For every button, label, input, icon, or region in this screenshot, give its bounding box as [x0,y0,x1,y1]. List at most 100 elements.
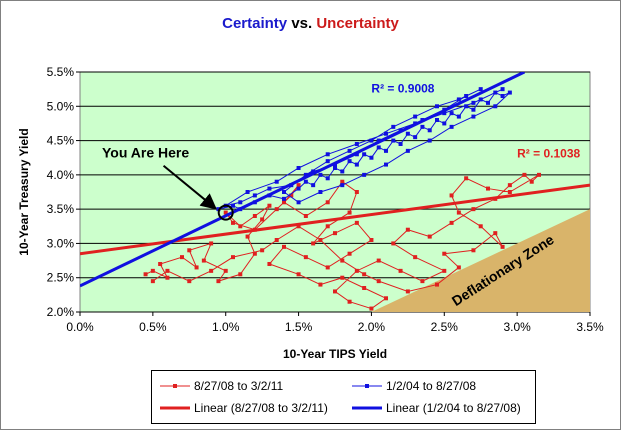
data-point [325,152,330,157]
data-point [391,138,396,143]
data-point [158,262,163,266]
x-tick-label: 2.5% [431,320,459,334]
data-point [442,251,447,256]
data-point [296,200,301,205]
trendline-2 [80,183,590,256]
data-point [296,166,301,170]
data-point [507,190,512,194]
y-tick-label: 5.5% [47,65,75,79]
y-tick-label: 3.5% [47,202,75,216]
data-point [493,104,498,109]
data-point [340,275,345,280]
data-point [252,251,257,256]
data-point [435,282,439,287]
data-point [347,159,352,164]
data-point [449,220,454,225]
title-certainty: Certainty [222,15,288,32]
data-point [201,258,206,263]
data-point [216,279,221,284]
data-point [398,268,403,273]
data-point [282,244,286,249]
data-point [194,265,199,270]
data-point [456,114,461,119]
data-point [413,114,418,119]
data-point [507,183,512,188]
data-point [427,234,432,239]
x-tick-label: 2.0% [358,320,386,334]
data-point [376,145,381,150]
data-point [187,248,192,253]
legend-label-blue-series: 1/2/04 to 8/27/08 [386,379,477,393]
data-point [340,169,345,174]
data-point [537,172,541,177]
data-point [478,87,483,92]
data-point [238,224,243,229]
data-point [493,90,498,95]
data-point [282,196,286,201]
x-tick-label: 1.0% [212,320,240,334]
data-point [391,124,396,129]
data-point [354,268,359,273]
you-are-here-circle [217,204,234,221]
data-point [362,286,367,290]
data-point [150,279,155,284]
data-point [354,142,359,146]
data-point [427,138,432,143]
data-point [318,172,323,177]
data-point [303,255,308,260]
y-axis-label: 10-Year Treasury Yield [17,128,31,255]
data-point [347,148,352,153]
data-point [413,135,418,140]
data-point [209,268,214,273]
data-point [165,268,170,273]
y-tick-label: 2.0% [47,305,75,319]
data-point [325,159,330,164]
data-point [369,306,374,311]
data-point [333,231,337,236]
chart-legend: 8/27/08 to 3/2/11 1/2/04 to 8/27/08 Line… [151,370,536,424]
trendline-3 [80,72,526,288]
data-point [252,214,257,218]
data-point [231,255,235,260]
data-point [333,166,337,170]
data-point [325,200,330,205]
data-point [529,179,534,184]
x-tick-label: 0.0% [66,320,94,334]
title-uncertainty: Uncertainty [316,15,399,32]
data-point [369,138,374,143]
data-point [340,258,345,263]
data-point [435,104,439,109]
data-point [486,100,490,105]
x-tick-label: 0.5% [139,320,167,334]
data-point [456,265,461,270]
data-point [296,224,301,229]
data-point [471,207,476,212]
data-point [274,179,279,184]
you-are-here-label: You Are Here [102,145,189,161]
chart-title: Certainty vs. Uncertainty [0,15,621,32]
data-point [318,190,323,194]
data-point [471,107,476,112]
data-point [442,111,447,116]
data-point [435,118,439,122]
data-point [282,190,286,194]
data-point [486,186,490,191]
data-point [456,210,461,215]
data-point [405,131,410,136]
data-point [143,272,148,277]
data-point [471,100,476,105]
data-point [245,190,250,194]
data-point [231,220,235,225]
data-point [260,217,265,222]
data-point [260,248,265,253]
data-point [303,214,308,218]
data-point [318,238,323,242]
data-point [274,207,279,212]
data-point [384,131,388,136]
x-tick-label: 3.0% [503,320,531,334]
legend-label-red-trend: Linear (8/27/08 to 3/2/11) [194,401,328,415]
data-point [267,186,272,191]
data-point [464,176,469,181]
data-point [500,94,505,98]
